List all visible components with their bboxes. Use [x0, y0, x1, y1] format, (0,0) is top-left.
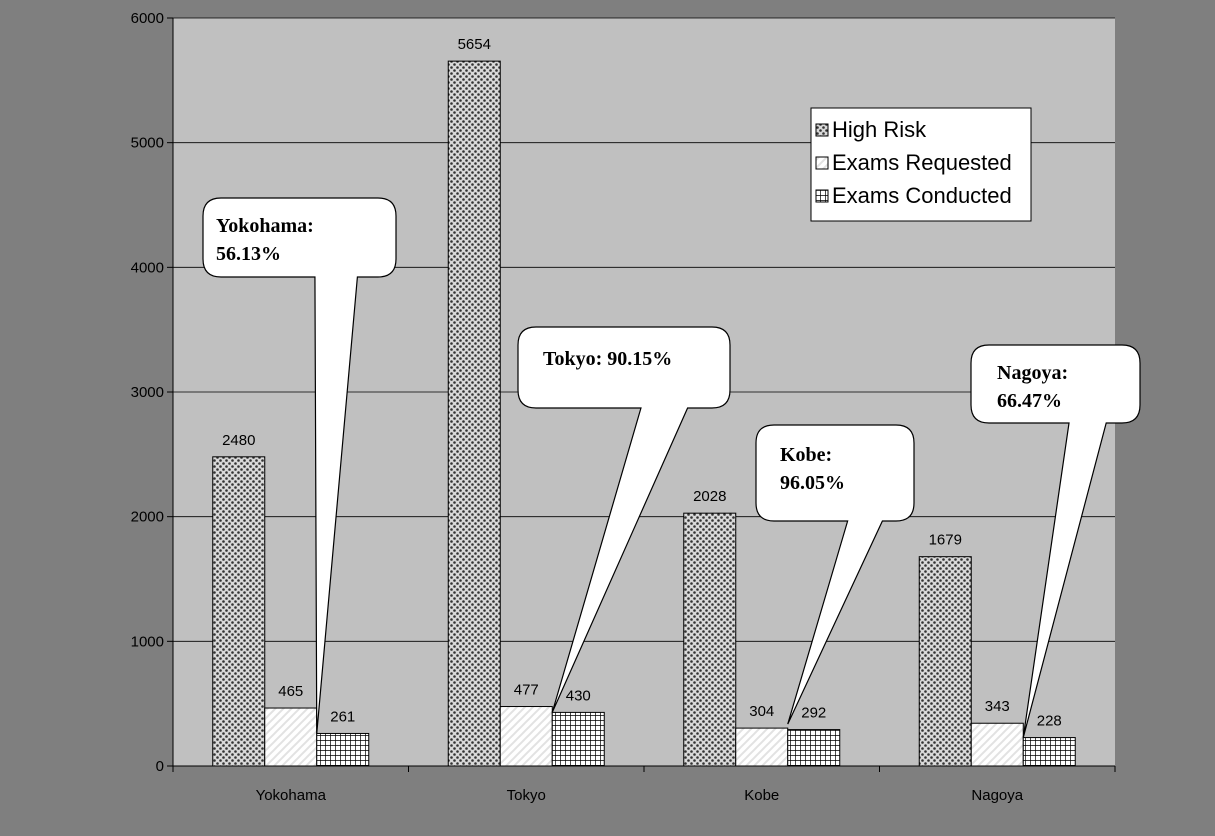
x-tick-label: Tokyo	[507, 787, 546, 804]
x-tick-label: Nagoya	[971, 787, 1023, 804]
callout-yokohama: Yokohama: 56.13%	[202, 197, 397, 734]
legend-swatch	[815, 156, 829, 170]
bar	[1022, 737, 1076, 767]
callout-text: 96.05%	[780, 472, 845, 494]
bar	[212, 456, 266, 767]
legend-swatch	[815, 123, 829, 137]
data-label: 430	[566, 687, 591, 704]
bar	[970, 722, 1024, 767]
y-tick-label: 2000	[131, 509, 164, 526]
bar	[918, 556, 972, 767]
callout-tokyo: Tokyo: 90.15%	[517, 326, 731, 713]
callout-bubble	[970, 344, 1141, 738]
data-label: 228	[1037, 713, 1062, 730]
data-label: 465	[278, 683, 303, 700]
data-label: 477	[514, 682, 539, 699]
callout-kobe: Kobe: 96.05%	[755, 424, 915, 725]
y-tick-label: 3000	[131, 384, 164, 401]
x-tick-label: Yokohama	[256, 787, 327, 804]
legend: High Risk Exams Requested Exams Conducted	[810, 107, 1032, 222]
legend-label: Exams Conducted	[832, 183, 1012, 208]
y-tick-label: 4000	[131, 259, 164, 276]
y-tick-label: 1000	[131, 633, 164, 650]
data-label: 2028	[693, 488, 726, 505]
data-label: 343	[985, 698, 1010, 715]
data-label: 292	[801, 705, 826, 722]
callout-text: Tokyo: 90.15%	[543, 348, 672, 370]
callout-text: 56.13%	[216, 243, 281, 265]
x-tick-label: Kobe	[744, 787, 779, 804]
bar	[551, 711, 605, 767]
callout-text: 66.47%	[997, 390, 1062, 412]
data-label: 261	[330, 708, 355, 725]
y-tick-label: 6000	[131, 10, 164, 27]
callout-text: Kobe:	[780, 444, 832, 466]
callout-text: Yokohama:	[216, 215, 314, 237]
data-label: 2480	[222, 432, 255, 449]
y-tick-label: 0	[156, 758, 164, 775]
bar	[499, 706, 553, 767]
callout-nagoya: Nagoya: 66.47%	[970, 344, 1141, 738]
legend-box	[810, 107, 1032, 222]
data-label: 5654	[458, 36, 491, 53]
bar	[316, 732, 370, 767]
bar	[787, 729, 841, 767]
bar	[447, 60, 501, 767]
callout-bubble	[202, 197, 397, 734]
legend-label: Exams Requested	[832, 150, 1012, 175]
y-tick-label: 5000	[131, 135, 164, 152]
data-label: 1679	[929, 532, 962, 549]
legend-label: High Risk	[832, 117, 927, 142]
legend-swatch	[815, 189, 829, 203]
callout-bubble	[517, 326, 731, 713]
callout-text: Nagoya:	[997, 362, 1068, 384]
callout-bubble	[755, 424, 915, 725]
data-label: 304	[749, 703, 774, 720]
bar	[264, 707, 318, 767]
bar	[735, 727, 789, 767]
bar	[683, 512, 737, 767]
